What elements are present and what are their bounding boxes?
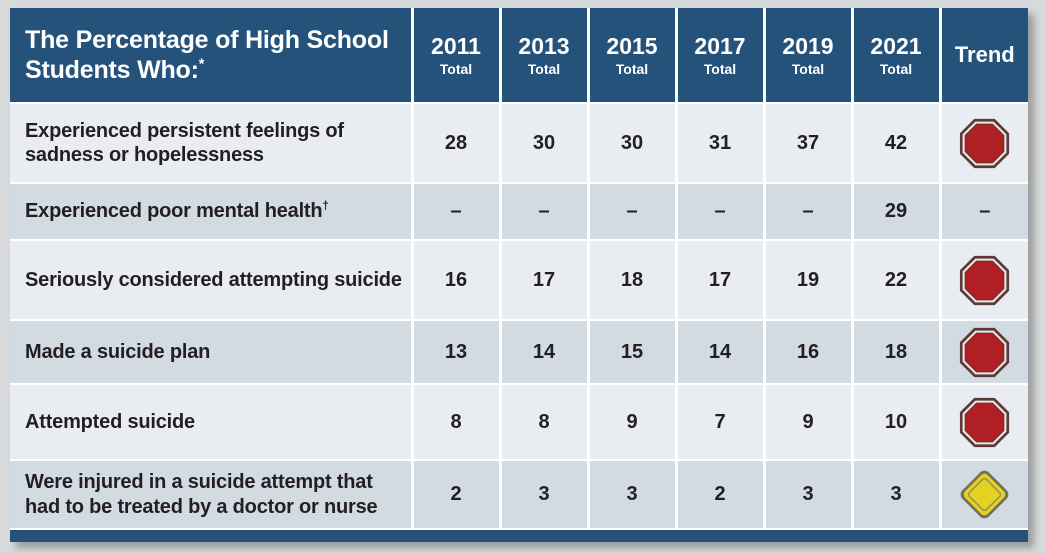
- table-row: Were injured in a suicide attempt that h…: [10, 460, 1028, 528]
- value-cell: 9: [588, 384, 678, 461]
- table-row: Made a suicide plan 13 14 15 14 16 18: [10, 320, 1028, 385]
- row-label: Experienced poor mental health†: [10, 183, 414, 241]
- row-label: Experienced persistent feelings of sadne…: [10, 103, 414, 184]
- value-cell: 16: [764, 320, 854, 385]
- value-cell: –: [588, 183, 678, 241]
- trend-cell: –: [940, 183, 1028, 241]
- value-cell: 8: [500, 384, 590, 461]
- year-label: 2021: [870, 32, 922, 59]
- year-label: 2017: [694, 32, 746, 59]
- value-cell: –: [412, 183, 502, 241]
- trend-table: The Percentage of High School Students W…: [10, 8, 1028, 528]
- total-label: Total: [527, 60, 561, 77]
- table-row: Experienced persistent feelings of sadne…: [10, 103, 1028, 184]
- year-header-cell: 2021 Total: [852, 8, 942, 104]
- table-row: Experienced poor mental health† – – – – –29–: [10, 183, 1028, 241]
- year-label: 2019: [782, 32, 834, 59]
- value-cell: 10: [852, 384, 942, 461]
- trend-cell: [940, 384, 1028, 461]
- table-row: Attempted suicide 8 8 9 7 9 10: [10, 384, 1028, 461]
- bottom-bar: [10, 528, 1028, 542]
- year-header-cell: 2015 Total: [588, 8, 678, 104]
- value-cell: 18: [852, 320, 942, 385]
- year-header-cell: 2019 Total: [764, 8, 854, 104]
- table-title: The Percentage of High School Students W…: [25, 25, 389, 85]
- value-cell: 14: [676, 320, 766, 385]
- value-cell: 15: [588, 320, 678, 385]
- value-cell: –: [500, 183, 590, 241]
- table-body: Experienced persistent feelings of sadne…: [10, 103, 1028, 528]
- value-cell: 42: [852, 103, 942, 184]
- value-cell: 18: [588, 240, 678, 321]
- value-cell: –: [764, 183, 854, 241]
- trend-cell: [940, 320, 1028, 385]
- value-cell: 14: [500, 320, 590, 385]
- stop-sign-icon: [960, 397, 1010, 447]
- value-cell: 28: [412, 103, 502, 184]
- total-label: Total: [879, 60, 913, 77]
- value-cell: 19: [764, 240, 854, 321]
- row-label: Made a suicide plan: [10, 320, 414, 385]
- value-cell: 37: [764, 103, 854, 184]
- value-cell: 17: [676, 240, 766, 321]
- value-cell: 30: [588, 103, 678, 184]
- total-label: Total: [615, 60, 649, 77]
- total-label: Total: [439, 60, 473, 77]
- trend-header-cell: Trend: [940, 8, 1028, 104]
- year-label: 2011: [431, 32, 481, 59]
- stop-sign-icon: [960, 255, 1010, 305]
- value-cell: 16: [412, 240, 502, 321]
- value-cell: 2: [412, 460, 502, 528]
- year-header-cell: 2011 Total: [412, 8, 502, 104]
- trend-cell: [940, 103, 1028, 184]
- value-cell: 22: [852, 240, 942, 321]
- row-label: Seriously considered attempting suicide: [10, 240, 414, 321]
- value-cell: –: [676, 183, 766, 241]
- caution-diamond-icon: [960, 470, 1009, 519]
- value-cell: 2: [676, 460, 766, 528]
- stop-sign-icon: [960, 118, 1010, 168]
- value-cell: 17: [500, 240, 590, 321]
- value-cell: 3: [764, 460, 854, 528]
- trend-cell: [940, 240, 1028, 321]
- trend-table-panel: The Percentage of High School Students W…: [10, 8, 1028, 542]
- year-label: 2013: [518, 32, 570, 59]
- header-row: The Percentage of High School Students W…: [10, 8, 1028, 104]
- footnote-marker: †: [322, 199, 329, 213]
- value-cell: 3: [500, 460, 590, 528]
- row-label: Attempted suicide: [10, 384, 414, 461]
- year-header-cell: 2013 Total: [500, 8, 590, 104]
- total-label: Total: [703, 60, 737, 77]
- value-cell: 13: [412, 320, 502, 385]
- stop-sign-icon: [960, 327, 1010, 377]
- trend-cell: [940, 460, 1028, 528]
- title-footnote-marker: *: [198, 56, 205, 73]
- no-trend-dash: –: [979, 200, 991, 222]
- year-header-cell: 2017 Total: [676, 8, 766, 104]
- table-title-cell: The Percentage of High School Students W…: [10, 8, 414, 104]
- value-cell: 3: [852, 460, 942, 528]
- year-label: 2015: [606, 32, 658, 59]
- row-label: Were injured in a suicide attempt that h…: [10, 460, 414, 528]
- value-cell: 7: [676, 384, 766, 461]
- value-cell: 29: [852, 183, 942, 241]
- table-row: Seriously considered attempting suicide 1…: [10, 240, 1028, 321]
- value-cell: 8: [412, 384, 502, 461]
- total-label: Total: [791, 60, 825, 77]
- value-cell: 30: [500, 103, 590, 184]
- value-cell: 9: [764, 384, 854, 461]
- value-cell: 31: [676, 103, 766, 184]
- value-cell: 3: [588, 460, 678, 528]
